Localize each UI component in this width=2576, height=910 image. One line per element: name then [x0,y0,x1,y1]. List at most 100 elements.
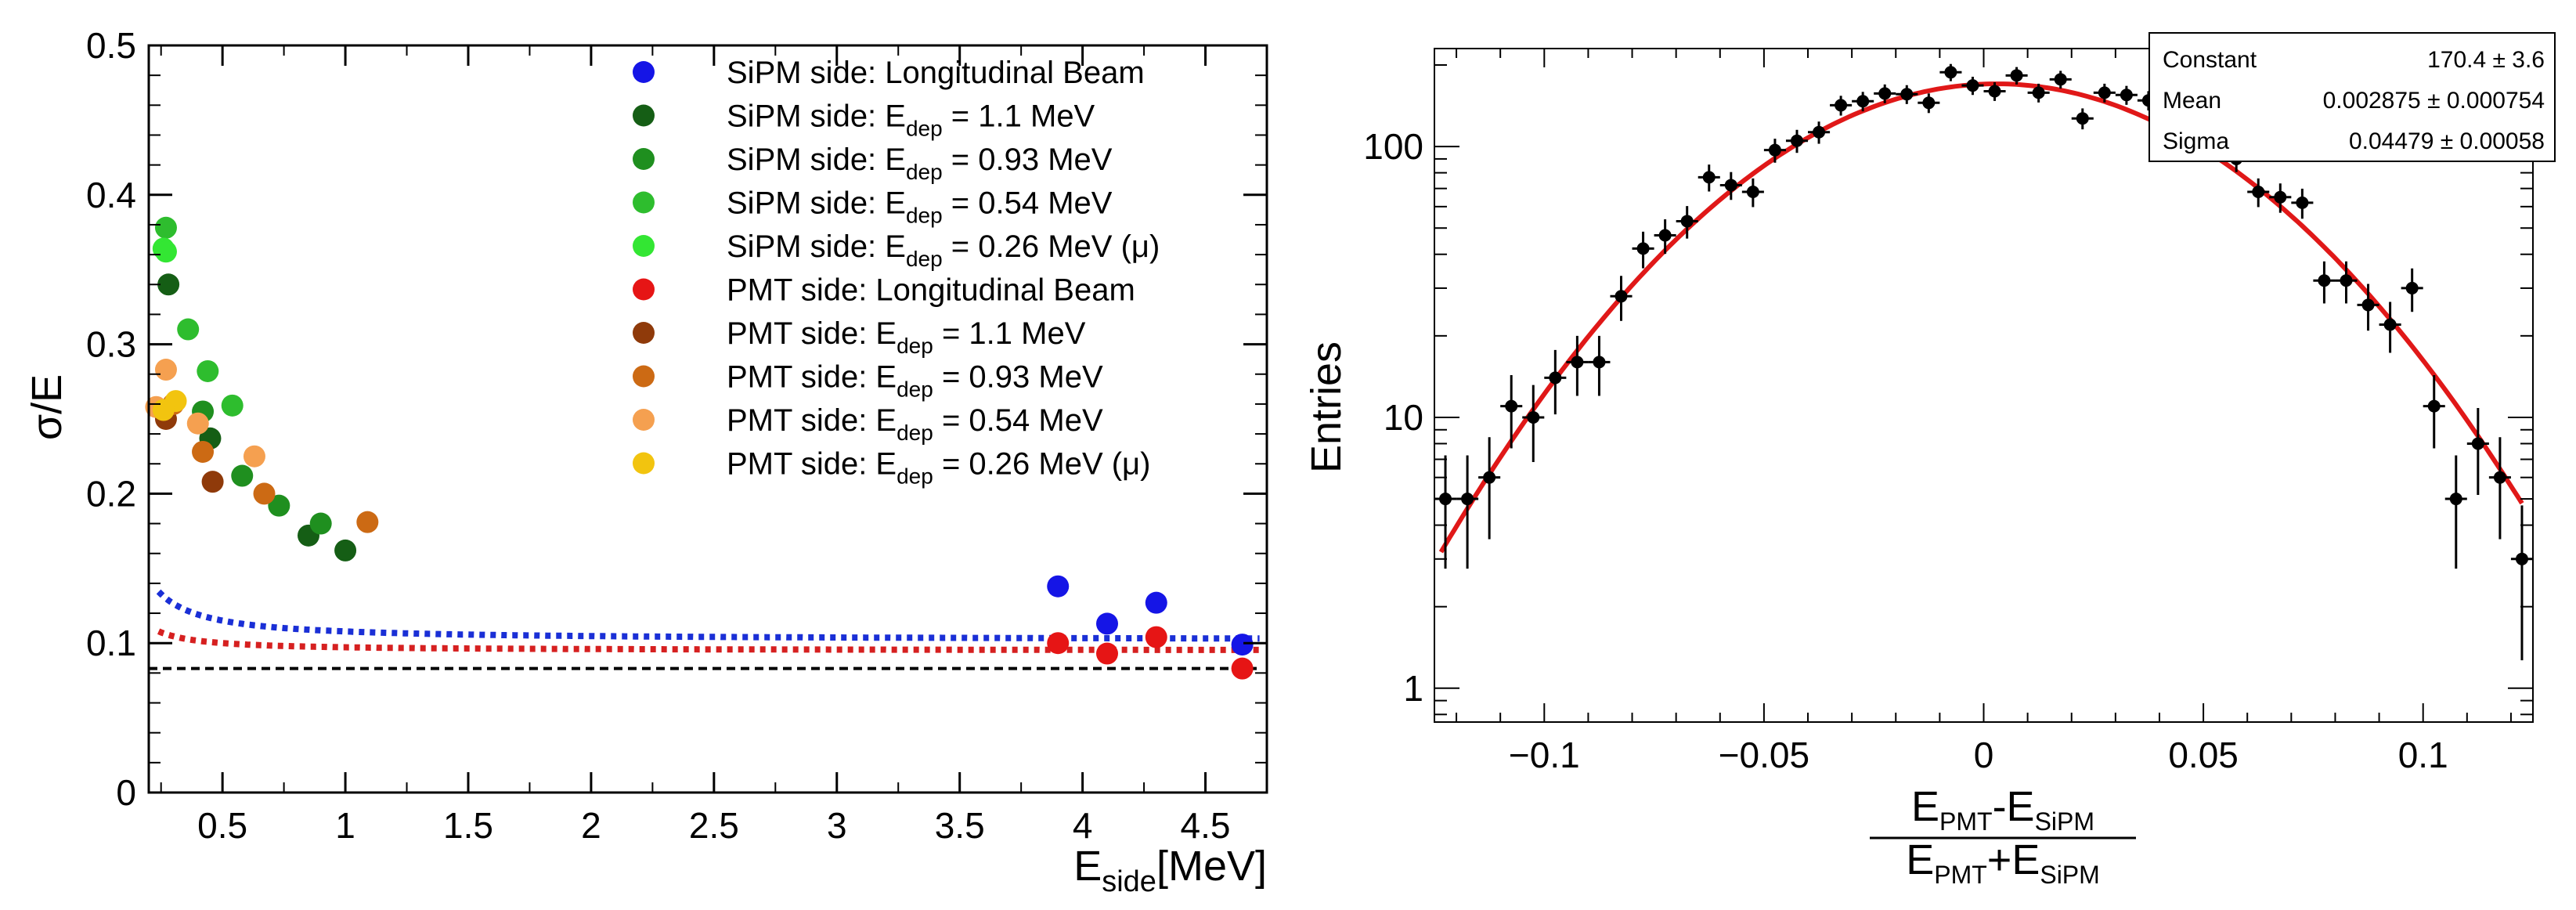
histogram-point [1983,82,2006,101]
data-marker [1527,410,1540,424]
histogram-point [1434,455,1457,569]
data-point [1145,626,1167,648]
data-marker [1988,85,2001,98]
legend-label-text: SiPM side: E [727,229,906,264]
data-marker [1966,79,1979,92]
legend-label: SiPM side: Edep = 0.54 MeV [727,186,1113,228]
data-point [1145,591,1167,614]
legend-marker [633,148,655,170]
data-point [334,539,357,562]
data-point [243,445,265,468]
legend-label-text: SiPM side: Longitudinal Beam [727,56,1145,90]
data-point [356,511,379,533]
histogram-point [1918,93,1940,114]
legend-marker [633,235,655,257]
data-marker [2076,112,2089,125]
data-marker [1593,356,1606,369]
right-x-tick-label: 0.1 [2398,735,2448,775]
histogram-point [2379,302,2401,353]
legend-label-subscript: dep [906,247,943,271]
histogram-point [2444,455,2467,569]
histogram-point [1500,375,1523,449]
left-x-tick-label: 0.5 [197,805,247,846]
data-point [309,512,332,535]
histogram-point [1719,172,1742,200]
histogram-point [2357,283,2379,331]
legend-label-text: PMT side: E [727,447,897,482]
legend-label-subscript: dep [897,377,933,402]
histogram-point [2005,67,2028,85]
data-marker [2405,281,2419,294]
histogram-point [2093,83,2116,103]
data-marker [1813,125,1826,139]
legend-marker [633,452,655,475]
stats-label: Mean [2163,88,2221,114]
legend-label-text: SiPM side: E [727,99,906,134]
histogram-point [1588,335,1611,396]
data-point [1231,657,1254,680]
left-y-tick-label: 0.5 [86,25,136,66]
legend-marker [633,278,655,301]
data-marker [1461,493,1474,506]
data-marker [2340,274,2353,287]
data-point [154,216,177,239]
stats-value: 0.002875 ± 0.000754 [2323,88,2545,114]
legend-label-subscript: dep [897,421,933,445]
data-point [186,412,209,435]
data-point [201,471,224,493]
histogram-point [2269,183,2292,213]
legend-label-value: = 0.26 MeV (μ) [943,229,1160,264]
histogram-point [1456,455,1479,569]
histogram-point [1961,77,1984,96]
legend-label-text: PMT side: E [727,403,897,438]
histogram-point [1830,96,1853,116]
stats-label: Sigma [2163,128,2229,154]
histogram-point [2049,70,2072,89]
histogram-point [1808,121,1831,144]
data-marker [2054,73,2067,86]
legend-label-value: = 0.93 MeV [933,360,1103,395]
fit-curve [156,589,1260,642]
left-y-tick-label: 0.1 [86,623,136,663]
left-plot-frame [147,44,1268,794]
data-point [157,273,180,296]
legend-label: PMT side: Edep = 0.93 MeV [727,360,1103,402]
data-marker [2032,86,2045,99]
data-marker [1900,88,1914,101]
legend-marker [633,104,655,127]
data-marker [1680,215,1694,228]
left-y-tick-label: 0 [116,772,136,813]
left-y-axis-title: σ/E [23,374,70,440]
legend-label: SiPM side: Longitudinal Beam [727,56,1145,90]
legend-marker [633,365,655,388]
legend-label-subscript: dep [906,117,943,141]
histogram-point [2313,261,2336,304]
histogram-point [2488,437,2511,540]
legend-label-text: SiPM side: E [727,186,906,221]
data-point [1096,612,1118,635]
histogram-point [2401,268,2423,312]
left-x-tick-label: 3 [827,805,847,846]
legend-label-text: PMT side: E [727,360,897,395]
data-marker [1768,143,1781,157]
data-point [152,399,175,421]
legend-label: PMT side: Edep = 0.26 MeV (μ) [727,447,1150,489]
histogram-point [1522,385,1545,463]
data-marker [2274,190,2287,204]
histogram-point [1852,92,1874,112]
data-point [231,464,254,487]
right-x-tick-label: −0.1 [1509,735,1580,775]
data-point [154,240,177,263]
legend-label-text: PMT side: E [727,316,897,351]
legend-label-value: = 1.1 MeV [933,316,1086,351]
data-point [268,494,290,517]
histogram-point [1610,276,1633,321]
data-marker [1856,95,1870,108]
legend-label-text: PMT side: Longitudinal Beam [727,273,1135,308]
left-x-tick-label: 4.5 [1181,805,1231,846]
data-marker [2318,274,2331,287]
histogram-point [1676,206,1698,239]
stats-label: Constant [2163,47,2257,73]
legend-marker [633,409,655,431]
